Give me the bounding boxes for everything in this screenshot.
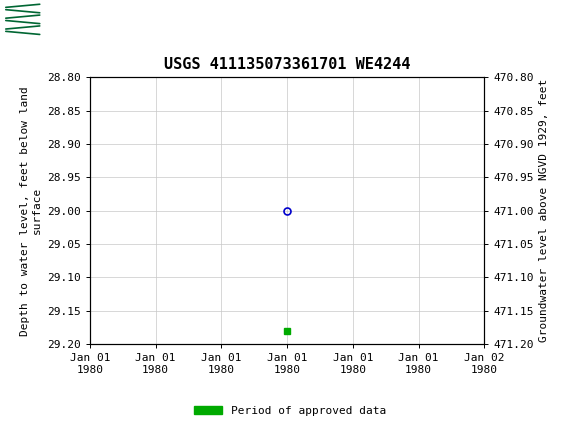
FancyBboxPatch shape bbox=[6, 3, 81, 36]
Y-axis label: Groundwater level above NGVD 1929, feet: Groundwater level above NGVD 1929, feet bbox=[539, 79, 549, 342]
Legend: Period of approved data: Period of approved data bbox=[190, 401, 390, 420]
Y-axis label: Depth to water level, feet below land
surface: Depth to water level, feet below land su… bbox=[20, 86, 42, 335]
Text: USGS: USGS bbox=[87, 10, 134, 29]
Title: USGS 411135073361701 WE4244: USGS 411135073361701 WE4244 bbox=[164, 57, 410, 72]
